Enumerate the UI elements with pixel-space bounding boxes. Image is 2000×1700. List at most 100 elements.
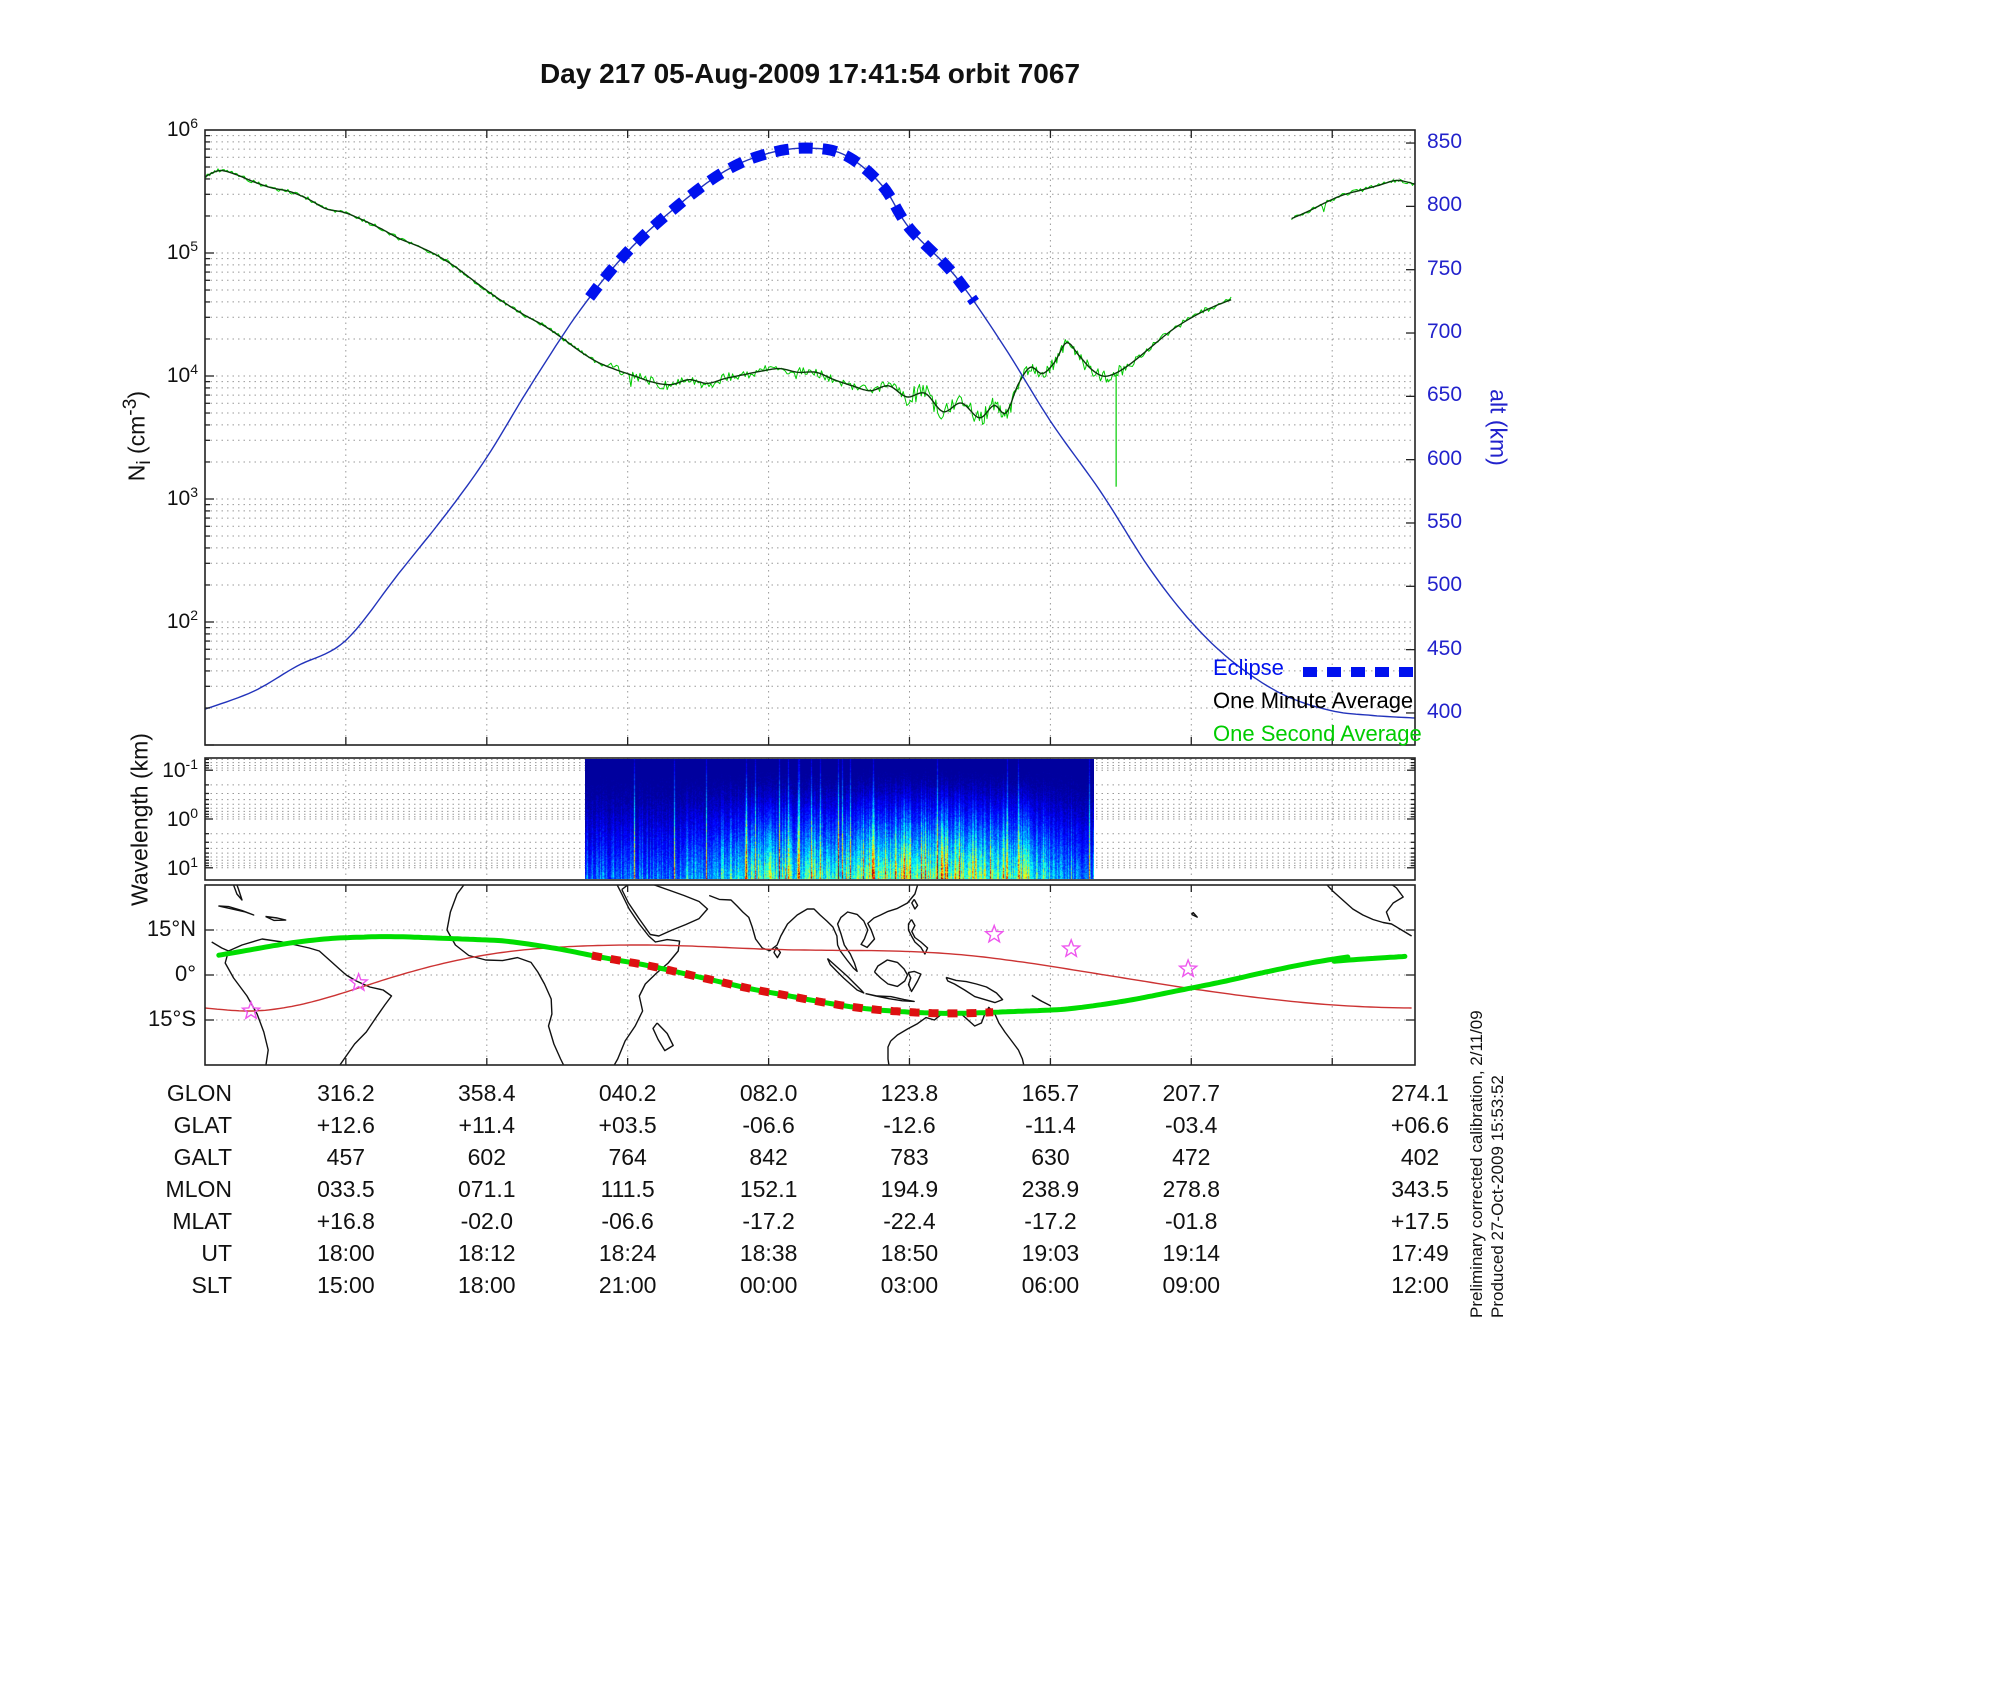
coastline-11-0: [773, 946, 782, 959]
table-cell-ut-7: 17:49: [1391, 1240, 1449, 1266]
table-row-label-ut: UT: [201, 1240, 232, 1266]
altitude-tick-label-850: 850: [1427, 130, 1463, 154]
table-cell-glon-2: 040.2: [598, 1080, 657, 1106]
spectrogram-canvas: [585, 759, 1094, 879]
table-cell-mlon-1: 071.1: [458, 1176, 516, 1202]
legend-one-second-average: One Second Average: [1213, 721, 1422, 746]
coastline-10-0: [708, 885, 919, 973]
table-row-label-glon: GLON: [166, 1080, 232, 1106]
map-lat-label-1: 0°: [174, 961, 196, 986]
table-cell-galt-2: 764: [608, 1144, 647, 1170]
table-cell-glon-1: 358.4: [458, 1080, 516, 1106]
table-cell-mlat-5: -17.2: [1024, 1208, 1077, 1234]
table-cell-slt-2: 21:00: [598, 1272, 657, 1298]
coastline-3-0: [1385, 885, 1404, 922]
table-cell-glon-4: 123.8: [880, 1080, 939, 1106]
density-tick-label-1e2: 102: [166, 607, 198, 633]
table-cell-glat-4: -12.6: [883, 1112, 936, 1138]
coastline-13-0: [865, 992, 915, 1003]
table-cell-mlon-0: 033.5: [317, 1176, 375, 1202]
ground-station-star-3: [1060, 937, 1082, 958]
altitude-line: [205, 147, 1415, 719]
altitude-tick-label-500: 500: [1427, 573, 1463, 597]
coastline-2-1: [211, 941, 229, 952]
one-second-average-trace-1: [1291, 178, 1415, 221]
map-panel-border: [204, 884, 1416, 1066]
table-cell-glat-3: -06.6: [742, 1112, 795, 1138]
table-cell-mlat-3: -17.2: [742, 1208, 795, 1234]
table-cell-slt-6: 09:00: [1162, 1272, 1221, 1298]
table-cell-mlon-5: 238.9: [1021, 1176, 1080, 1202]
altitude-tick-label-800: 800: [1427, 193, 1463, 217]
table-row-label-glat: GLAT: [173, 1112, 232, 1138]
spectrogram-panel-border: [204, 757, 1416, 881]
map-content: [205, 885, 1412, 1065]
coastline-8-0: [652, 1022, 674, 1052]
coastline-15-0: [907, 970, 922, 993]
altitude-tick-label-750: 750: [1427, 256, 1463, 280]
table-cell-galt-5: 630: [1031, 1144, 1070, 1170]
altitude-tick-label-700: 700: [1427, 320, 1463, 344]
table-cell-glat-5: -11.4: [1025, 1112, 1076, 1138]
altitude-tick-label-450: 450: [1427, 636, 1463, 660]
table-cell-galt-0: 457: [326, 1144, 366, 1170]
coastline-16-0: [945, 976, 1004, 1004]
altitude-tick-label-600: 600: [1427, 446, 1463, 470]
coastline-5-0: [218, 905, 255, 916]
eclipse-ground-track-0: [591, 951, 994, 1018]
table-cell-glat-2: +03.5: [598, 1112, 657, 1138]
one-minute-average-trace-0: [205, 169, 1232, 419]
table-cell-slt-4: 03:00: [880, 1272, 939, 1298]
table-cell-mlon-6: 278.8: [1162, 1176, 1221, 1202]
map-ticks: [205, 885, 1415, 1065]
table-cell-glon-3: 082.0: [739, 1080, 798, 1106]
coastline-12-0: [826, 957, 865, 994]
density-tick-label-1e3: 103: [166, 484, 198, 510]
density-panel-ticks: [205, 130, 1415, 746]
table-cell-mlon-7: 343.5: [1391, 1176, 1449, 1202]
one-minute-average-trace-1: [1291, 179, 1415, 220]
ground-station-star-2: [983, 923, 1005, 944]
map-lat-label-0: 15°N: [146, 916, 196, 941]
legend-eclipse: Eclipse: [1213, 655, 1284, 680]
table-cell-galt-1: 602: [467, 1144, 506, 1170]
table-cell-ut-3: 18:38: [739, 1240, 798, 1266]
table-cell-ut-6: 19:14: [1162, 1240, 1221, 1266]
density-traces: [205, 168, 1415, 487]
density-axis-label: Ni (cm-3): [119, 390, 156, 482]
density-tick-label-1e6: 106: [166, 115, 198, 141]
density-panel-grid: [205, 129, 1415, 746]
orbit-ground-track-0: [1331, 953, 1408, 964]
ground-station-star-1: [348, 971, 370, 992]
coastline-1-0: [224, 950, 269, 1065]
table-cell-slt-5: 06:00: [1021, 1272, 1080, 1298]
table-cell-mlat-0: +16.8: [316, 1208, 375, 1234]
page-title: Day 217 05-Aug-2009 17:41:54 orbit 7067: [539, 58, 1081, 89]
coastline-20-0: [1031, 994, 1052, 1007]
table-cell-mlon-3: 152.1: [739, 1176, 798, 1202]
density-tick-label-1e4: 104: [166, 361, 198, 387]
table-cell-slt-7: 12:00: [1391, 1272, 1449, 1298]
coastline-6-0: [265, 915, 287, 922]
table-cell-mlat-1: -02.0: [460, 1208, 514, 1234]
table-cell-glon-6: 207.7: [1162, 1080, 1221, 1106]
altitude-tick-label-550: 550: [1427, 509, 1463, 533]
table-cell-glat-6: -03.4: [1165, 1112, 1218, 1138]
eclipse-dashed-segment: [585, 142, 979, 306]
altitude-curve: [205, 142, 1415, 719]
table-cell-mlat-6: -01.8: [1165, 1208, 1218, 1234]
table-cell-glon-0: 316.2: [317, 1080, 375, 1106]
wavelength-tick-label-1e0: 100: [166, 805, 198, 831]
table-cell-galt-6: 472: [1172, 1144, 1211, 1170]
table-cell-ut-0: 18:00: [317, 1240, 375, 1266]
table-row-label-galt: GALT: [173, 1144, 232, 1170]
table-cell-ut-5: 19:03: [1021, 1240, 1080, 1266]
table-cell-slt-3: 00:00: [739, 1272, 798, 1298]
coastline-17-0: [907, 919, 929, 955]
legend-one-minute-average: One Minute Average: [1213, 688, 1414, 713]
table-cell-galt-7: 402: [1400, 1144, 1440, 1170]
table-cell-ut-1: 18:12: [458, 1240, 516, 1266]
table-cell-mlat-2: -06.6: [601, 1208, 654, 1234]
ground-station-star-4: [1177, 958, 1199, 978]
coastline-18-0: [911, 899, 919, 910]
